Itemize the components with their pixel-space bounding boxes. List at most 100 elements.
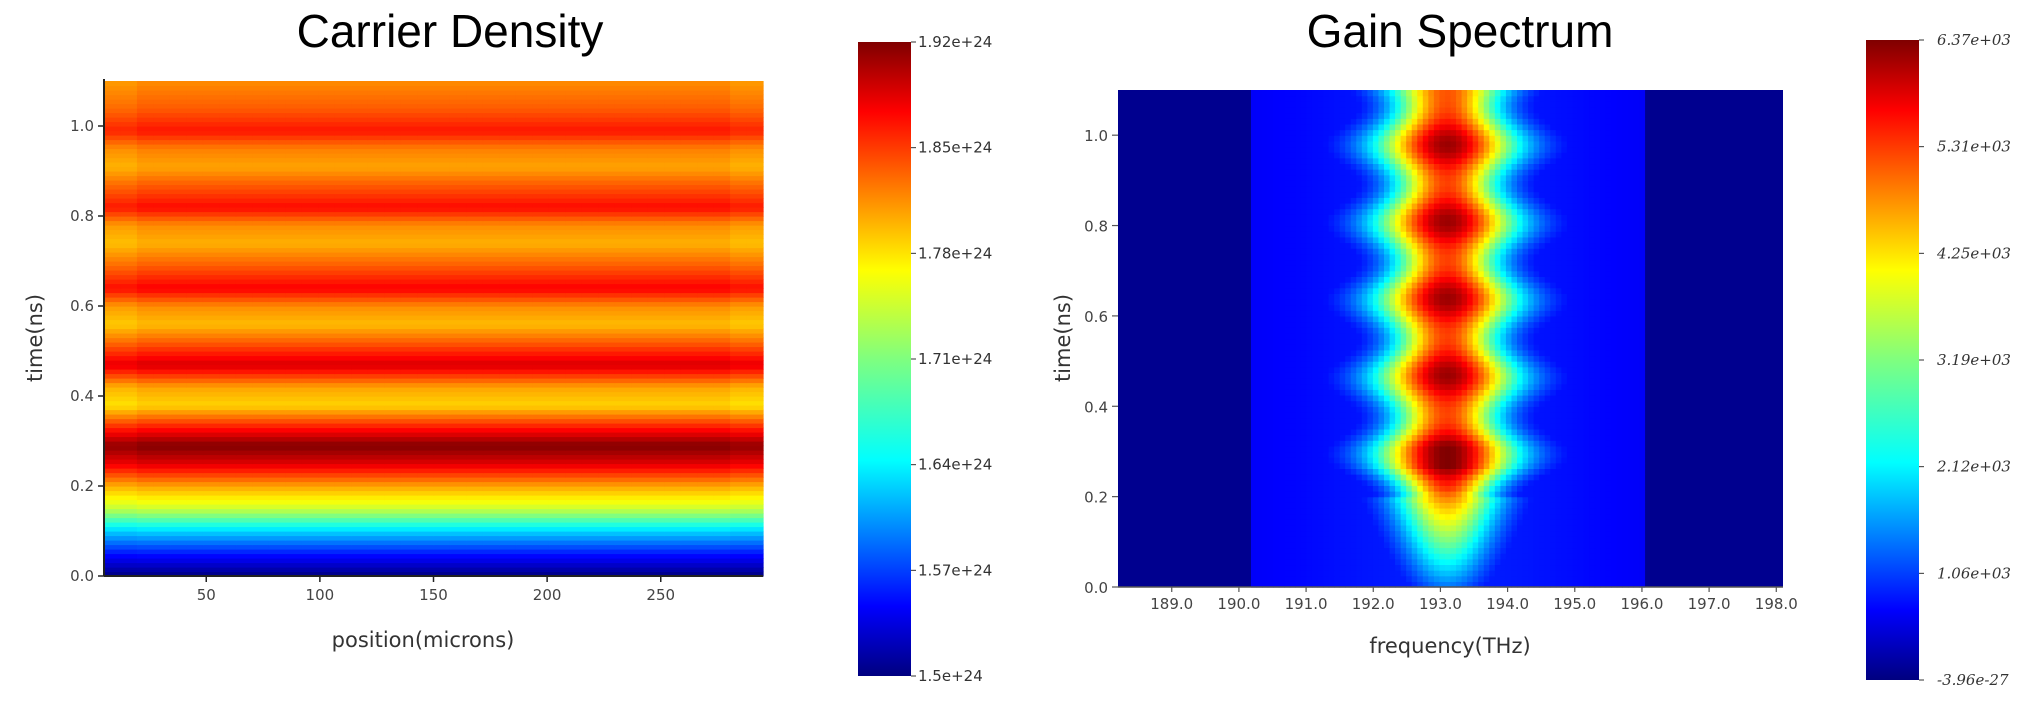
heatmap-cell <box>351 531 369 537</box>
heatmap-cell <box>268 436 286 442</box>
heatmap-cell <box>697 544 715 550</box>
heatmap-cell <box>664 202 682 208</box>
heatmap-cell <box>104 211 122 217</box>
heatmap-cell <box>1483 570 1490 577</box>
heatmap-cell <box>417 256 435 262</box>
heatmap-cell <box>614 310 632 316</box>
heatmap-cell <box>466 387 484 393</box>
heatmap-cell <box>449 126 468 132</box>
heatmap-cell <box>219 441 237 447</box>
heatmap-cell <box>367 549 385 555</box>
heatmap-cell <box>1350 575 1357 582</box>
heatmap-cell <box>1528 558 1535 566</box>
heatmap-cell <box>219 247 237 253</box>
heatmap-cell <box>219 526 237 532</box>
heatmap-cell <box>1350 570 1357 577</box>
heatmap-cell <box>532 265 550 271</box>
heatmap-cell <box>104 513 122 519</box>
heatmap-cell <box>334 508 352 514</box>
heatmap-cell <box>730 112 748 118</box>
heatmap-cell <box>581 387 599 393</box>
heatmap-cell <box>301 130 319 136</box>
heatmap-cell <box>532 427 550 433</box>
heatmap-cell <box>1505 564 1513 571</box>
heatmap-cell <box>202 562 220 568</box>
heatmap-cell <box>499 490 517 496</box>
heatmap-cell <box>647 324 665 330</box>
heatmap-cell <box>680 130 698 136</box>
heatmap-cell <box>367 364 385 370</box>
heatmap-cell <box>400 486 418 492</box>
heatmap-cell <box>384 535 402 541</box>
heatmap-cell <box>1273 553 1280 560</box>
heatmap-cell <box>318 513 336 519</box>
heatmap-cell <box>647 99 665 105</box>
heatmap-cell <box>664 351 682 357</box>
heatmap-cell <box>581 486 599 492</box>
heatmap-cell <box>400 423 418 429</box>
heatmap-cell <box>1533 564 1540 571</box>
heatmap-cell <box>647 130 665 136</box>
heatmap-cell <box>417 94 435 100</box>
heatmap-cell <box>153 522 171 528</box>
heatmap-cell <box>235 351 253 357</box>
heatmap-cell <box>268 328 286 334</box>
heatmap-cell <box>1533 547 1540 554</box>
heatmap-cell <box>565 256 583 262</box>
heatmap-cell <box>433 180 451 186</box>
heatmap-cell <box>318 157 336 163</box>
heatmap-cell <box>153 571 171 577</box>
heatmap-cell <box>285 306 303 312</box>
heatmap-cell <box>120 256 138 262</box>
heatmap-cell <box>433 526 451 532</box>
heatmap-cell <box>120 139 138 145</box>
heatmap-cell <box>400 243 418 249</box>
heatmap-cell <box>186 301 204 307</box>
heatmap-cell <box>1428 575 1435 582</box>
heatmap-cell <box>1256 558 1263 566</box>
heatmap-cell <box>334 247 352 253</box>
heatmap-cell <box>417 157 435 163</box>
heatmap-cell <box>400 346 418 352</box>
heatmap-cell <box>252 562 270 568</box>
heatmap-cell <box>499 234 517 240</box>
heatmap-cell <box>697 477 715 483</box>
heatmap-cell <box>384 139 402 145</box>
heatmap-cell <box>664 387 682 393</box>
heatmap-cell <box>367 333 385 339</box>
heatmap-cell <box>548 306 566 312</box>
heatmap-cell <box>697 297 715 303</box>
heatmap-cell <box>499 306 517 312</box>
heatmap-cell <box>186 157 204 163</box>
heatmap-cell <box>202 391 220 397</box>
heatmap-cell <box>301 292 319 298</box>
heatmap-cell <box>614 432 632 438</box>
heatmap-cell <box>334 427 352 433</box>
heatmap-cell <box>730 481 748 487</box>
heatmap-cell <box>301 171 319 177</box>
heatmap-cell <box>647 544 665 550</box>
heatmap-cell <box>318 211 336 217</box>
heatmap-cell <box>235 324 253 330</box>
heatmap-cell <box>104 189 122 195</box>
heatmap-cell <box>235 130 253 136</box>
heatmap-cell <box>449 292 468 298</box>
heatmap-cell <box>186 400 204 406</box>
heatmap-cell <box>433 193 451 199</box>
heatmap-cell <box>631 274 649 280</box>
heatmap-cell <box>730 265 748 271</box>
heatmap-cell <box>104 157 122 163</box>
heatmap-cell <box>136 292 155 298</box>
heatmap-cell <box>104 495 122 501</box>
heatmap-cell <box>301 558 319 564</box>
heatmap-cell <box>631 445 649 451</box>
heatmap-cell <box>301 238 319 244</box>
heatmap-cell <box>384 346 402 352</box>
heatmap-cell <box>631 126 649 132</box>
heatmap-cell <box>252 81 270 87</box>
heatmap-cell <box>417 301 435 307</box>
heatmap-cell <box>466 522 484 528</box>
heatmap-cell <box>532 139 550 145</box>
heatmap-cell <box>153 454 171 460</box>
heatmap-cell <box>1500 547 1507 554</box>
